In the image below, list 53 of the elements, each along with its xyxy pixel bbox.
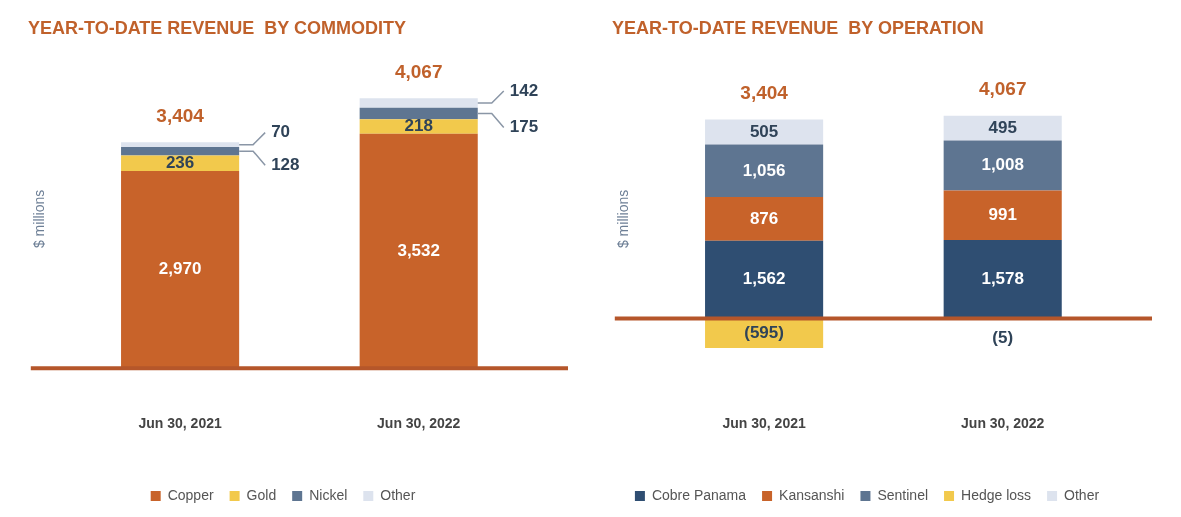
bar <box>705 119 824 145</box>
legend-label: Kansanshi <box>779 486 845 503</box>
data-label: 70 <box>271 122 291 142</box>
chart-title: YEAR-TO-DATE REVENUE BY OPERATION <box>612 17 984 38</box>
data-label: 991 <box>988 204 1017 224</box>
y-axis-title: $ millions <box>31 189 48 249</box>
x-tick-label: Jun 30, 2021 <box>138 415 222 432</box>
total-label: 4,067 <box>394 60 443 82</box>
total-label: 3,404 <box>156 104 205 126</box>
data-label: 495 <box>988 117 1017 137</box>
total-label: 3,404 <box>740 81 789 103</box>
data-label: 236 <box>165 152 195 172</box>
data-label: 1,578 <box>981 268 1024 288</box>
legend-label: Nickel <box>309 486 348 503</box>
x-tick-label: Jun 30, 2022 <box>377 415 461 432</box>
data-label: 2,970 <box>158 259 202 279</box>
data-label: 1,008 <box>981 155 1024 175</box>
data-label: (595) <box>744 322 784 342</box>
data-label: 128 <box>271 154 300 174</box>
bar <box>359 107 478 120</box>
y-axis-title: $ millions <box>615 189 632 249</box>
bar <box>705 144 824 198</box>
legend-label: Hedge loss <box>961 486 1032 503</box>
data-label: (5) <box>992 328 1014 348</box>
bar <box>943 190 1062 240</box>
data-label: 142 <box>509 80 539 100</box>
legend-label: Other <box>1064 486 1100 503</box>
bar <box>121 146 240 156</box>
bar <box>705 240 824 319</box>
legend-label: Gold <box>246 486 277 503</box>
legend-label: Other <box>380 486 416 503</box>
x-tick-label: Jun 30, 2022 <box>961 415 1045 432</box>
data-label: 175 <box>509 117 539 137</box>
bar <box>359 133 478 369</box>
data-label: 1,056 <box>742 160 786 180</box>
data-label: 1,562 <box>742 269 786 289</box>
legend-label: Sentinel <box>877 486 929 503</box>
bar <box>121 171 240 369</box>
chart-title: YEAR-TO-DATE REVENUE BY COMMODITY <box>28 17 407 38</box>
data-label: 218 <box>404 116 433 136</box>
bar <box>943 239 1062 319</box>
bar <box>705 197 824 241</box>
legend-label: Cobre Panama <box>651 486 747 503</box>
data-label: 505 <box>749 121 779 141</box>
bar <box>359 98 478 108</box>
bar <box>943 140 1062 191</box>
data-label: 3,532 <box>397 240 440 260</box>
bar <box>359 119 478 134</box>
legend-label: Copper <box>167 486 214 503</box>
total-label: 4,067 <box>978 78 1027 100</box>
data-label: 876 <box>749 208 779 228</box>
bar <box>121 142 240 147</box>
x-tick-label: Jun 30, 2021 <box>722 415 806 432</box>
